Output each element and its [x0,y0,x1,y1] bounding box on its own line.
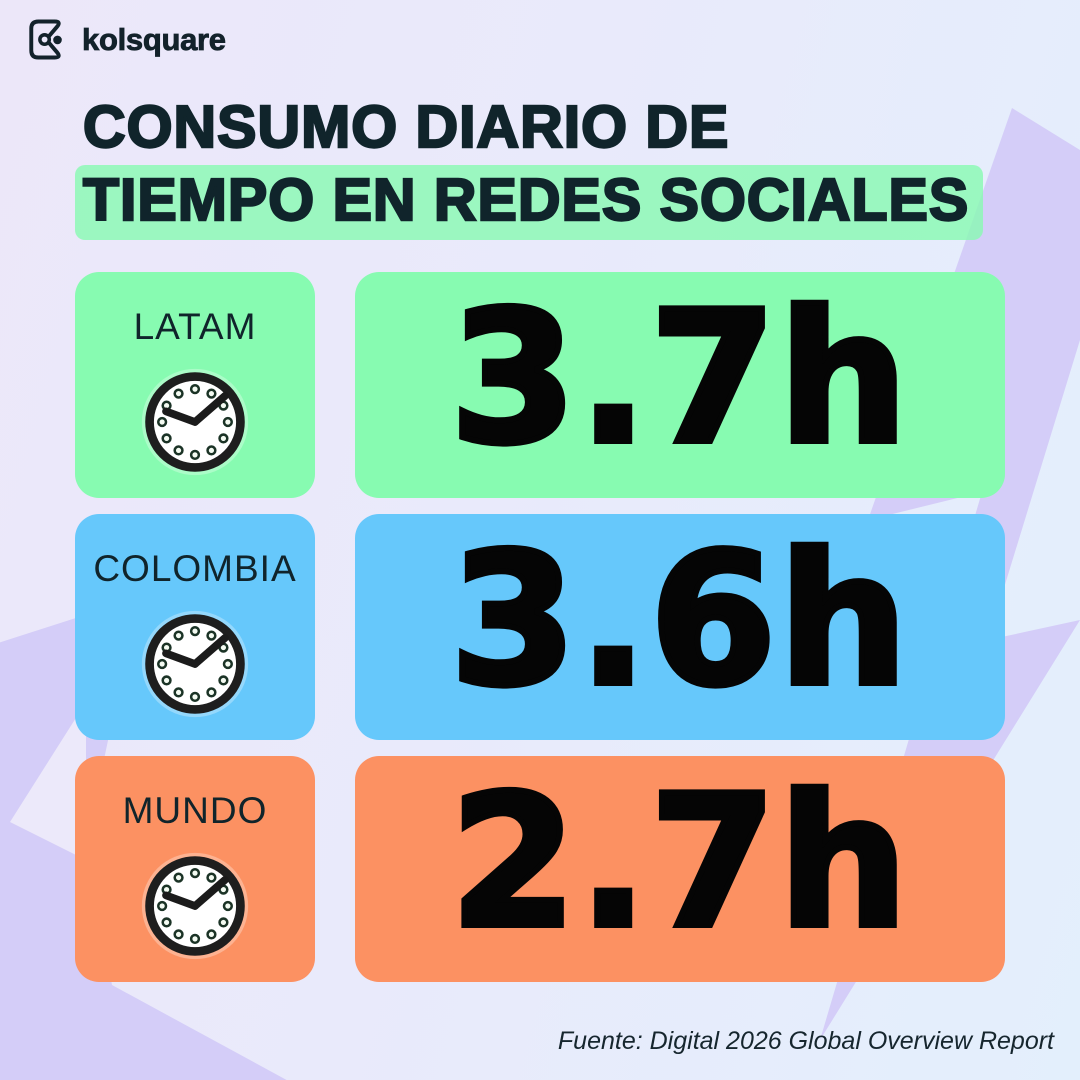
clock-icon [137,364,253,480]
clock-icon [137,848,253,964]
value-label: 3.6h [447,514,911,726]
region-card-latam: LATAM [75,272,315,498]
title-line-2-wrap: TIEMPO EN REDES SOCIALES [75,165,984,240]
stats-rows: LATAM 3.7h COLOMBIA 3.6h MUNDO [75,272,1005,982]
stat-row-colombia: COLOMBIA 3.6h [75,514,1005,740]
brand-name: kolsquare [82,21,227,57]
region-label: COLOMBIA [93,548,297,589]
value-card-mundo: 2.7h [355,756,1005,982]
region-card-colombia: COLOMBIA [75,514,315,740]
region-label: LATAM [133,306,257,347]
value-label: 2.7h [447,756,911,968]
value-label: 3.7h [447,272,911,484]
title-line-1: CONSUMO DIARIO DE [82,94,730,160]
stat-row-latam: LATAM 3.7h [75,272,1005,498]
title-highlight: TIEMPO EN REDES SOCIALES [75,165,984,240]
stat-row-mundo: MUNDO 2.7h [75,756,1005,982]
region-label: MUNDO [122,790,268,831]
lightning-bolt-left [0,598,287,1080]
page-title: CONSUMO DIARIO DE TIEMPO EN REDES SOCIAL… [75,94,984,240]
lightning-bolt-left-notch [10,702,86,860]
value-card-colombia: 3.6h [355,514,1005,740]
value-card-latam: 3.7h [355,272,1005,498]
lightning-bolt-right [820,108,1080,1040]
brand-logo: kolsquare [25,16,226,63]
clock-icon [137,606,253,722]
title-line-2: TIEMPO EN REDES SOCIALES [82,167,970,233]
kolsquare-logo-icon [29,19,62,60]
region-card-mundo: MUNDO [75,756,315,982]
source-citation: Fuente: Digital 2026 Global Overview Rep… [557,1027,1054,1055]
